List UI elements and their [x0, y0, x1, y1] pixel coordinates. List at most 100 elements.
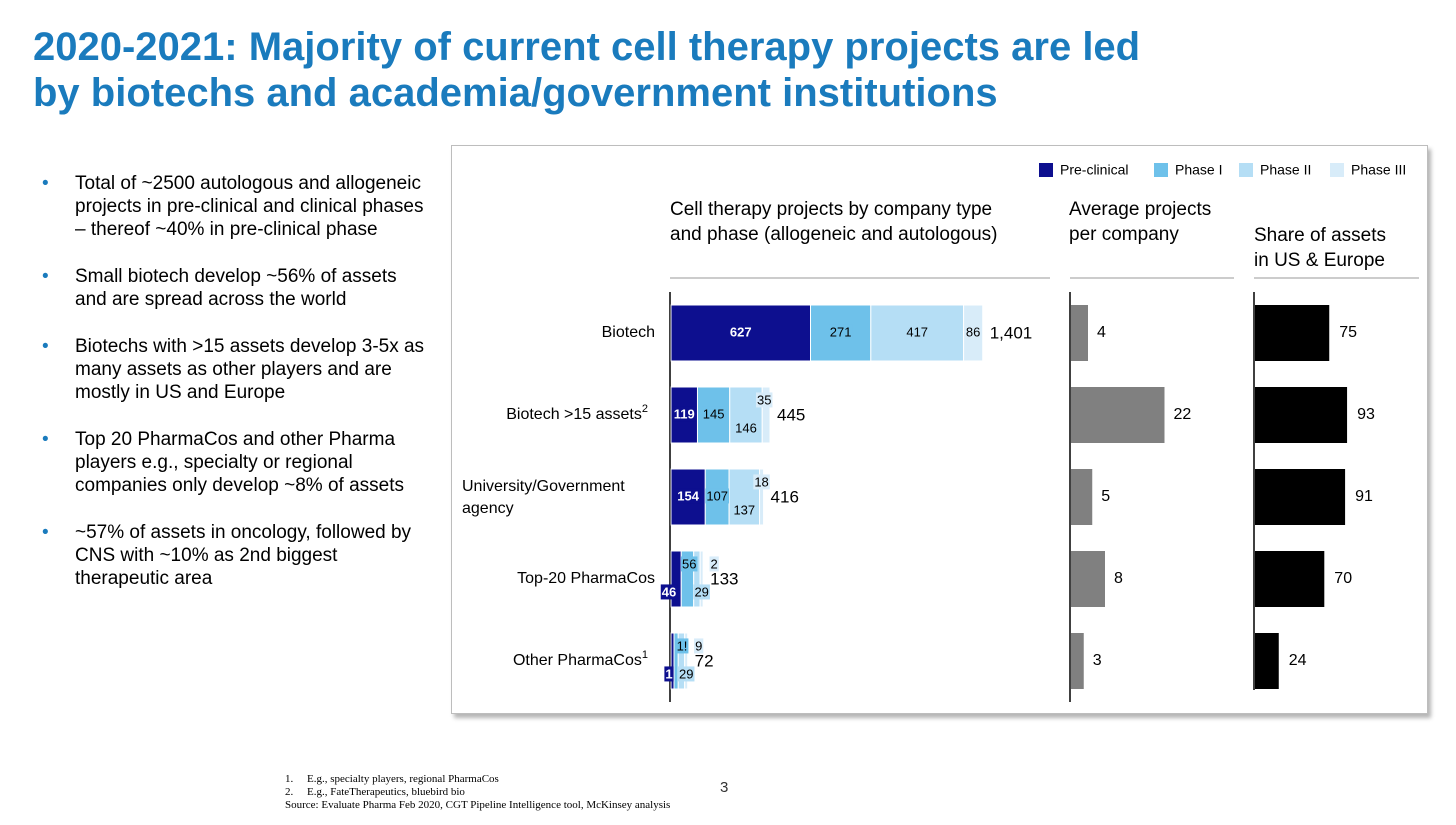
- bullet-item: Top 20 PharmaCos and other Pharma player…: [42, 428, 427, 497]
- share-bar: [1255, 469, 1346, 525]
- bar-segment-label: 119: [674, 406, 695, 421]
- label-backing: [672, 406, 696, 422]
- legend-label: Phase I: [1175, 162, 1222, 178]
- label-backing: [753, 474, 770, 490]
- footnote-text: E.g., FateTherapeutics, bluebird bio: [307, 786, 465, 798]
- share-bar-label: 24: [1289, 652, 1307, 669]
- title-line-1: 2020-2021: Majority of current cell ther…: [33, 25, 1141, 69]
- bullet-item: Total of ~2500 autologous and allogeneic…: [42, 172, 427, 241]
- legend-swatch: [1239, 163, 1253, 177]
- avg-bar: [1071, 305, 1088, 361]
- bar-segment-label: 2: [711, 556, 718, 571]
- share-bar-label: 70: [1334, 570, 1352, 587]
- avg-bar: [1071, 633, 1084, 689]
- bar-segment-label: 107: [706, 488, 728, 503]
- bar-total-label: 72: [695, 651, 714, 670]
- avg-chart-title: Average projects: [1069, 199, 1211, 220]
- label-backing: [828, 324, 853, 340]
- category-label: Biotech >15 assets2: [506, 403, 648, 423]
- category-label: Top-20 PharmaCos: [517, 570, 655, 587]
- avg-bar: [1071, 387, 1165, 443]
- avg-bar-label: 4: [1097, 324, 1106, 341]
- bar-segment: [670, 304, 812, 362]
- bar-segment-label: 56: [682, 556, 696, 571]
- avg-chart-title: per company: [1069, 224, 1179, 245]
- label-backing: [905, 324, 930, 340]
- label-backing: [701, 406, 726, 422]
- chart-svg: Pre-clinical Phase I Phase II Phase III Cell…: [462, 162, 1419, 702]
- bar-total-label: 1,401: [990, 323, 1033, 342]
- label-backing: [676, 488, 701, 504]
- bar-segment: [759, 468, 765, 526]
- label-backing: [681, 556, 698, 572]
- bar-segment-label: 1!: [677, 638, 688, 653]
- legend-swatch: [1154, 163, 1168, 177]
- bar-segment-label: 137: [733, 502, 755, 517]
- bar-total-label: 445: [777, 405, 805, 424]
- share-bar: [1255, 633, 1279, 689]
- avg-bar: [1071, 469, 1093, 525]
- label-backing: [677, 666, 695, 682]
- bar-segment-label: 86: [966, 324, 980, 339]
- share-bar-label: 75: [1339, 324, 1357, 341]
- legend-label: Pre-clinical: [1060, 162, 1128, 178]
- bar-segment-label: 271: [830, 324, 852, 339]
- bar-segment-label: 146: [735, 420, 757, 435]
- source-note: Source: Evaluate Pharma Feb 2020, CGT Pi…: [285, 799, 671, 811]
- label-backing: [732, 502, 757, 518]
- share-bar: [1255, 305, 1330, 361]
- legend-swatch: [1039, 163, 1053, 177]
- legend-swatch: [1330, 163, 1344, 177]
- bar-segment: [761, 386, 771, 444]
- bar-segment-label: 35: [757, 392, 771, 407]
- bar-segment-label: 145: [703, 406, 725, 421]
- label-backing: [705, 488, 730, 504]
- bar-total-label: 416: [771, 487, 799, 506]
- bullet-item: Biotechs with >15 assets develop 3-5x as…: [42, 335, 427, 404]
- bar-segment-label: 29: [679, 666, 693, 681]
- label-backing: [660, 584, 678, 600]
- page-title: 2020-2021: Majority of current cell ther…: [33, 24, 1433, 116]
- label-backing: [675, 638, 689, 654]
- share-bar-label: 93: [1357, 406, 1375, 423]
- summary-bullets: Total of ~2500 autologous and allogeneic…: [42, 172, 427, 614]
- bullet-item: Small biotech develop ~56% of assets and…: [42, 265, 427, 311]
- footnote-1: 1. E.g., specialty players, regional Phar…: [285, 773, 670, 786]
- bar-segment-label: 417: [906, 324, 928, 339]
- footnotes: 1. E.g., specialty players, regional Phar…: [285, 773, 670, 812]
- bar-segment-label: 627: [730, 324, 752, 339]
- footnote-number: 1.: [285, 773, 294, 785]
- category-label: Biotech: [602, 324, 655, 341]
- label-backing: [694, 638, 704, 654]
- label-backing: [664, 666, 674, 682]
- label-backing: [734, 420, 758, 436]
- footnote-text: E.g., specialty players, regional Pharma…: [307, 773, 499, 785]
- label-backing: [755, 392, 773, 408]
- bar-segment-label: 154: [677, 488, 699, 503]
- bar-segment: [699, 550, 704, 608]
- category-label: agency: [462, 500, 514, 517]
- bar-segment-label: 46: [662, 584, 676, 599]
- share-chart-title: in US & Europe: [1254, 250, 1385, 271]
- bullet-item: ~57% of assets in oncology, followed by …: [42, 521, 427, 590]
- label-backing: [964, 324, 982, 340]
- share-bar: [1255, 551, 1325, 607]
- share-chart-title: Share of assets: [1254, 225, 1386, 246]
- share-bar-label: 91: [1355, 488, 1373, 505]
- avg-bar-label: 3: [1093, 652, 1102, 669]
- avg-bar-label: 8: [1114, 570, 1123, 587]
- bar-segment-label: 1: [665, 666, 672, 681]
- bar-segment-label: 9: [695, 638, 702, 653]
- category-label: Other PharmaCos1: [513, 649, 648, 669]
- stack-chart-title: and phase (allogeneic and autologous): [670, 224, 997, 245]
- footnote-number: 2.: [285, 786, 294, 798]
- bar-total-label: 133: [710, 569, 738, 588]
- page-number: 3: [720, 779, 729, 796]
- label-backing: [709, 556, 719, 572]
- footnote-ref: 2: [642, 403, 648, 415]
- chart-panel: Pre-clinical Phase I Phase II Phase III Cell…: [451, 145, 1428, 714]
- label-backing: [693, 584, 710, 600]
- avg-bar: [1071, 551, 1105, 607]
- stack-chart-title: Cell therapy projects by company type: [670, 199, 992, 220]
- footnote-ref: 1: [642, 649, 648, 661]
